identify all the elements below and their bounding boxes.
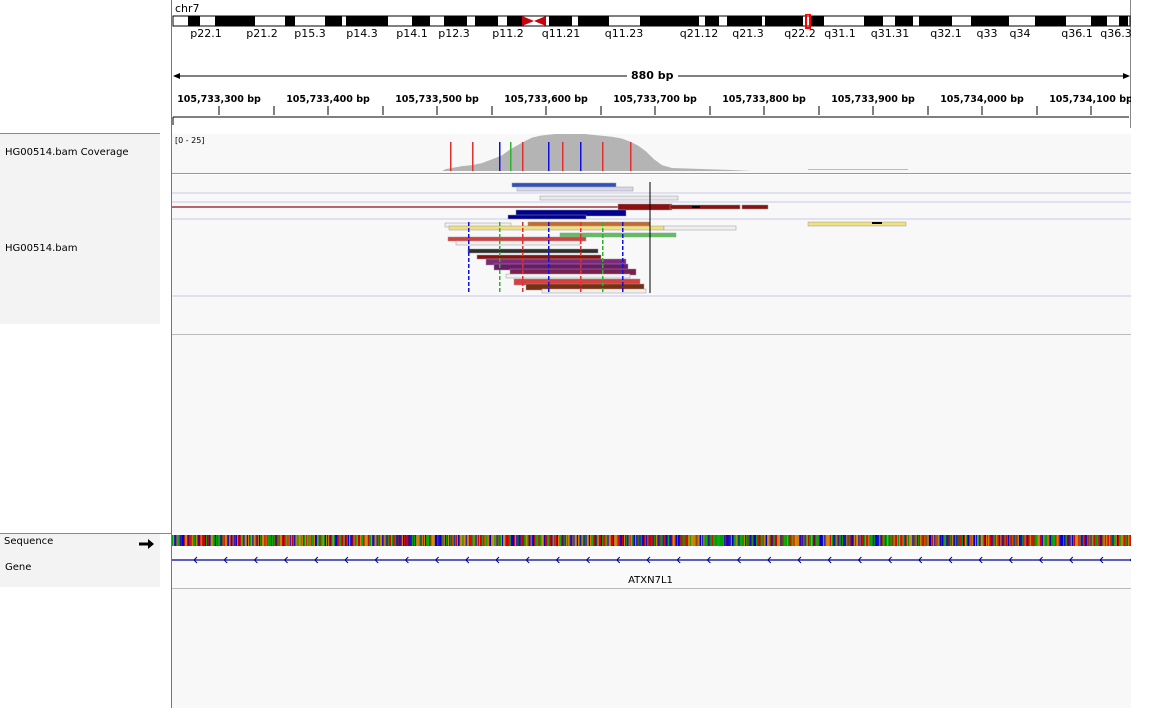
gene-track-label[interactable]: Gene [5,562,32,573]
span-label: 880 bp [627,69,678,82]
aligned-read [516,186,634,192]
chromosome-ideogram[interactable]: p22.1 p21.2 p15.3 p14.3 p14.1 p12.3 p11.2 q11.2… [172,14,1131,40]
aligned-read [559,232,677,238]
panel-divider[interactable] [171,0,172,708]
header-panel: chr7 p22.1 p21.2 p15.3 p14.3 p14.1 p12.3 p11.2… [172,0,1131,128]
alignment-track[interactable] [172,175,1131,335]
gene-track[interactable]: ATXN7L1 [172,548,1131,589]
ruler-tick-label: 105,733,600 bp [504,94,588,105]
aligned-read [807,221,907,227]
band-label: q31.31 [871,27,909,40]
aligned-read [467,248,599,254]
ruler-tick-label: 105,734,100 bp [1049,94,1131,105]
aligned-read [455,240,581,246]
band-label: q34 [1010,27,1031,40]
band-label: p15.3 [294,27,325,40]
track-name-panel: HG00514.bam Coverage HG00514.bam Sequenc… [0,0,171,708]
band-label: p21.2 [246,27,277,40]
chromosome-name: chr7 [175,2,200,15]
divider [0,133,160,134]
band-label: q21.3 [732,27,763,40]
aligned-read [663,225,737,231]
band-label: q11.21 [542,27,580,40]
band-label: p22.1 [190,27,221,40]
divider [0,533,171,534]
aligned-read [507,214,587,220]
alignment-reads[interactable] [172,175,1131,334]
band-label: q32.1 [930,27,961,40]
aligned-read [669,204,741,210]
sequence-track-label[interactable]: Sequence [4,536,54,547]
data-panel: chr7 p22.1 p21.2 p15.3 p14.3 p14.1 p12.3 p11.2… [172,0,1131,708]
band-label: q36.1 [1061,27,1092,40]
band-label: q36.3 [1100,27,1131,40]
aligned-read [617,203,673,211]
coverage-histogram[interactable] [172,134,1131,173]
aligned-read [476,254,602,260]
band-label: q21.12 [680,27,718,40]
gene-feature[interactable] [172,548,1131,588]
band-label: p14.3 [346,27,377,40]
empty-track-area [172,335,1131,533]
ruler-tick-label: 105,733,300 bp [177,94,261,105]
ruler-tick-label: 105,733,500 bp [395,94,479,105]
aligned-read [541,288,647,294]
aligned-read [448,225,665,231]
gene-name-label[interactable]: ATXN7L1 [628,575,673,586]
feature-name-panel [0,534,160,587]
band-label: p12.3 [438,27,469,40]
lower-empty-area [172,589,1131,708]
band-label: q11.23 [605,27,643,40]
band-label: q22.2 [784,27,815,40]
aligned-read [741,204,769,210]
strand-arrow-icon[interactable] [138,535,156,549]
aligned-read [527,221,651,227]
aligned-read [505,273,631,279]
coverage-track-label[interactable]: HG00514.bam Coverage [5,147,129,158]
ruler-tick-label: 105,734,000 bp [940,94,1024,105]
ruler-tick-label: 105,733,900 bp [831,94,915,105]
aligned-read [511,182,617,188]
ruler-tick-label: 105,733,700 bp [613,94,697,105]
band-label: q31.1 [824,27,855,40]
aligned-read [539,195,679,201]
ruler-tick-label: 105,733,800 bp [722,94,806,105]
alignment-name-panel [0,134,160,324]
coverage-data-range: [0 - 25] [175,136,205,145]
band-label: p11.2 [492,27,523,40]
sequence-track[interactable] [172,535,1131,547]
coverage-track[interactable]: [0 - 25] [172,134,1131,174]
ruler-tick-label: 105,733,400 bp [286,94,370,105]
band-label: q33 [977,27,998,40]
band-label: p14.1 [396,27,427,40]
alignment-track-label[interactable]: HG00514.bam [5,243,78,254]
